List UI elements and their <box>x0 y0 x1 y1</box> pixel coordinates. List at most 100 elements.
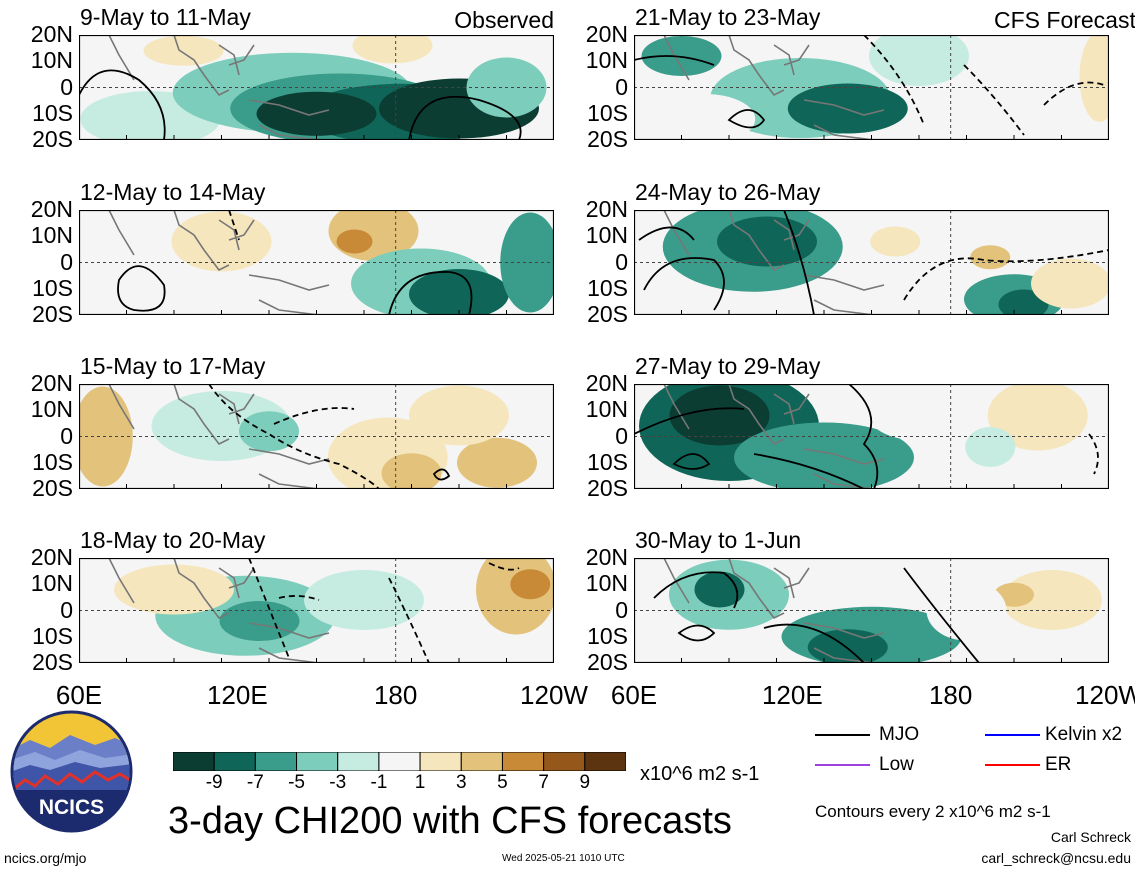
lat-label: 20N <box>585 21 628 47</box>
lat-label: 0 <box>60 422 73 449</box>
lat-label: 20S <box>587 126 628 152</box>
main-title: 3-day CHI200 with CFS forecasts <box>168 800 732 842</box>
colorbar-tick-label: 7 <box>538 772 549 793</box>
anomaly-region <box>987 384 1088 451</box>
colorbar-swatch <box>378 751 421 772</box>
mjo-contour <box>79 69 166 140</box>
colorbar-swatch <box>460 751 503 772</box>
anomaly-region <box>970 245 1011 270</box>
colorbar-swatch <box>213 751 256 772</box>
lat-label: 20S <box>587 649 628 675</box>
anomaly-map <box>634 210 1109 315</box>
anomaly-region <box>870 226 921 257</box>
colorbar-swatch <box>337 751 380 772</box>
anomaly-region <box>787 83 908 134</box>
mjo-contour <box>903 567 980 663</box>
mjo-contour <box>753 453 865 489</box>
mjo-contour <box>488 562 520 571</box>
mjo-contour <box>863 35 925 126</box>
anomaly-region <box>1079 35 1109 122</box>
anomaly-region <box>457 437 537 488</box>
mjo-contour <box>638 226 695 241</box>
anomaly-region <box>409 269 509 315</box>
mjo-contour <box>278 595 320 601</box>
author-email: carl_schreck@ncsu.edu <box>981 850 1131 866</box>
lon-label: 180 <box>928 680 973 710</box>
anomaly-region <box>304 570 424 630</box>
coastline <box>663 558 885 663</box>
lat-label: 0 <box>615 596 628 623</box>
panel-title: 15-May to 17-May <box>80 353 266 379</box>
anomaly-region <box>998 289 1049 315</box>
lat-label: 0 <box>60 596 73 623</box>
mjo-contour <box>248 558 290 659</box>
coastline <box>663 210 885 315</box>
anomaly-region <box>336 229 373 254</box>
colorbar-tick-label: -5 <box>288 772 305 793</box>
lat-label: 10N <box>585 222 628 249</box>
colorbar-swatch <box>172 751 215 772</box>
mjo-contour <box>727 109 766 129</box>
mjo-contour <box>677 624 716 642</box>
lon-label: 120W <box>1075 680 1135 710</box>
anomaly-region <box>641 36 722 76</box>
mjo-contour <box>1088 433 1099 475</box>
lon-label: 120E <box>206 680 268 710</box>
lat-label: 20S <box>587 475 628 501</box>
lon-label: 180 <box>373 680 418 710</box>
lat-label: 10S <box>587 448 628 475</box>
anomaly-map <box>634 35 1109 140</box>
mjo-contour <box>963 64 1025 136</box>
timestamp: Wed 2025-05-21 1010 UTC <box>502 853 625 864</box>
anomaly-region <box>1002 570 1102 630</box>
lat-label: 10S <box>32 99 73 126</box>
svg-text:NCICS: NCICS <box>39 796 104 819</box>
colorbar-swatch <box>501 751 545 772</box>
panel-title: 18-May to 20-May <box>80 527 266 553</box>
lat-label: 0 <box>615 422 628 449</box>
mjo-contour <box>653 571 739 609</box>
lat-label: 10S <box>32 448 73 475</box>
colorbar-tick-label: -3 <box>329 772 347 793</box>
mjo-contour <box>634 407 745 435</box>
colorbar-tick-label: 3 <box>455 772 467 793</box>
lat-label: 0 <box>615 73 628 100</box>
lat-label: 10N <box>30 396 73 423</box>
anomaly-region <box>655 94 756 140</box>
mjo-contour <box>408 95 522 140</box>
lat-label: 0 <box>615 248 628 275</box>
lat-label: 0 <box>60 73 73 100</box>
colorbar-swatch <box>543 751 586 772</box>
coastline <box>108 35 330 140</box>
anomaly-region <box>965 427 1016 467</box>
anomaly-region <box>409 385 509 446</box>
mjo-contour <box>208 384 380 489</box>
anomaly-region <box>1031 258 1109 309</box>
lat-label: 10N <box>585 396 628 423</box>
mjo-contour <box>388 577 430 663</box>
lat-label: 20N <box>585 370 628 396</box>
anomaly-region <box>239 411 299 452</box>
lon-label: 120W <box>520 680 588 710</box>
anomaly-map <box>79 384 554 489</box>
anomaly-region <box>381 453 442 489</box>
lat-label: 20N <box>585 196 628 222</box>
lat-label: 10S <box>32 274 73 301</box>
colorbar-tick-label: -1 <box>370 772 388 793</box>
anomaly-region <box>717 216 817 267</box>
colorbar-tick-label: 1 <box>414 772 426 793</box>
anomaly-map <box>634 558 1109 663</box>
ncics-logo: NCICS <box>10 710 133 833</box>
contour-note: Contours every 2 x10^6 m2 s-1 <box>815 802 1051 821</box>
panel-title: 9-May to 11-May <box>80 4 251 30</box>
colorbar-swatches <box>172 751 627 772</box>
anomaly-region <box>352 35 433 64</box>
colorbar-tick-label: -7 <box>246 772 264 793</box>
lat-label: 10S <box>32 622 73 649</box>
mjo-contour <box>117 265 166 312</box>
anomaly-region <box>869 35 969 86</box>
anomaly-region <box>114 564 234 615</box>
lat-label: 10N <box>30 47 73 74</box>
panel-title: 27-May to 29-May <box>635 353 821 379</box>
panel-title: 21-May to 23-May <box>635 4 821 30</box>
